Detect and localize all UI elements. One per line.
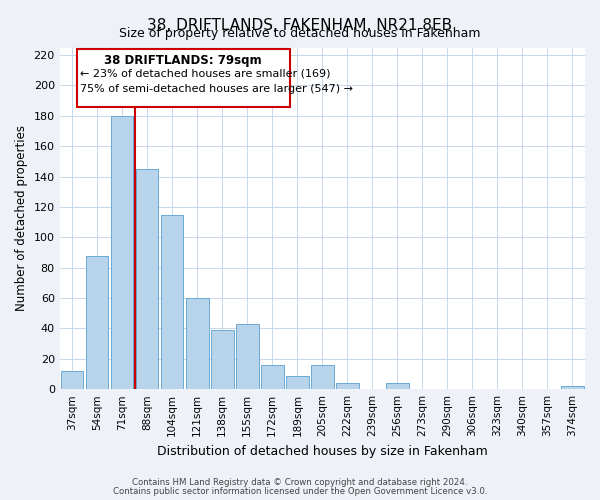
Bar <box>186 298 209 389</box>
Text: Contains HM Land Registry data © Crown copyright and database right 2024.: Contains HM Land Registry data © Crown c… <box>132 478 468 487</box>
Bar <box>61 371 83 389</box>
Text: 38, DRIFTLANDS, FAKENHAM, NR21 8EB: 38, DRIFTLANDS, FAKENHAM, NR21 8EB <box>148 18 452 32</box>
Text: ← 23% of detached houses are smaller (169): ← 23% of detached houses are smaller (16… <box>80 69 331 79</box>
Y-axis label: Number of detached properties: Number of detached properties <box>15 126 28 312</box>
FancyBboxPatch shape <box>77 49 290 106</box>
Bar <box>136 169 158 389</box>
Text: 75% of semi-detached houses are larger (547) →: 75% of semi-detached houses are larger (… <box>80 84 353 94</box>
Bar <box>286 376 308 389</box>
Bar <box>261 365 284 389</box>
Bar <box>311 365 334 389</box>
Bar <box>111 116 133 389</box>
Text: Contains public sector information licensed under the Open Government Licence v3: Contains public sector information licen… <box>113 486 487 496</box>
Bar <box>161 214 184 389</box>
Bar <box>211 330 233 389</box>
X-axis label: Distribution of detached houses by size in Fakenham: Distribution of detached houses by size … <box>157 444 488 458</box>
Text: Size of property relative to detached houses in Fakenham: Size of property relative to detached ho… <box>119 28 481 40</box>
Bar <box>561 386 584 389</box>
Bar <box>386 383 409 389</box>
Bar <box>86 256 109 389</box>
Bar <box>236 324 259 389</box>
Bar <box>336 383 359 389</box>
Text: 38 DRIFTLANDS: 79sqm: 38 DRIFTLANDS: 79sqm <box>104 54 262 66</box>
